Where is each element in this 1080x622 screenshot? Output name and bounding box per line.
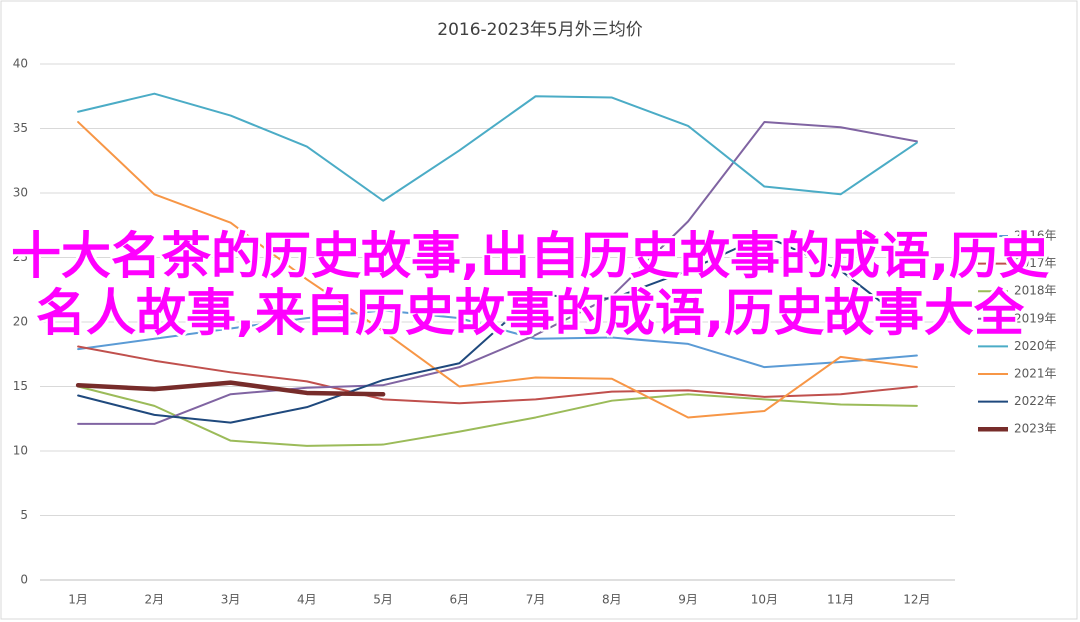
- legend-label: 2023年: [1014, 422, 1057, 436]
- series-line: [77, 385, 918, 447]
- series-line: [77, 92, 918, 202]
- y-tick-label: 10: [13, 444, 28, 458]
- x-tick-label: 10月: [751, 593, 778, 607]
- x-tick-label: 6月: [450, 593, 470, 607]
- x-tick-label: 11月: [827, 593, 854, 607]
- x-tick-label: 7月: [526, 593, 546, 607]
- y-tick-label: 5: [20, 508, 28, 522]
- y-tick-label: 40: [13, 57, 28, 71]
- x-tick-label: 4月: [297, 593, 317, 607]
- x-tick-label: 9月: [678, 593, 698, 607]
- legend-label: 2018年: [1014, 284, 1057, 298]
- legend-label: 2022年: [1014, 394, 1057, 408]
- legend-label: 2021年: [1014, 367, 1057, 381]
- legend-label: 2016年: [1014, 229, 1057, 243]
- y-tick-label: 20: [13, 315, 28, 329]
- series-line: [77, 121, 918, 419]
- x-tick-label: 5月: [373, 593, 393, 607]
- overlay-text: 十大名茶的历史故事,出自历史故事的成语,历史名人故事,来自历史故事的成语,历史故…: [11, 227, 1049, 342]
- x-tick-label: 3月: [221, 593, 241, 607]
- x-tick-label: 2月: [145, 593, 165, 607]
- x-tick-label: 8月: [602, 593, 622, 607]
- y-tick-label: 30: [13, 186, 28, 200]
- y-tick-label: 25: [13, 250, 28, 264]
- legend-label: 2020年: [1014, 339, 1057, 353]
- y-tick-label: 0: [20, 573, 28, 587]
- legend-label: 2017年: [1014, 256, 1057, 270]
- x-tick-label: 1月: [68, 593, 88, 607]
- y-tick-label: 35: [13, 121, 28, 135]
- series-line: [77, 121, 918, 425]
- series-line: [75, 380, 386, 397]
- chart-title: 2016-2023年5月外三均价: [437, 20, 642, 40]
- legend-label: 2019年: [1014, 311, 1057, 325]
- series-line: [77, 345, 918, 405]
- series-line: [77, 234, 918, 424]
- x-tick-label: 12月: [903, 593, 930, 607]
- y-tick-label: 15: [13, 379, 28, 393]
